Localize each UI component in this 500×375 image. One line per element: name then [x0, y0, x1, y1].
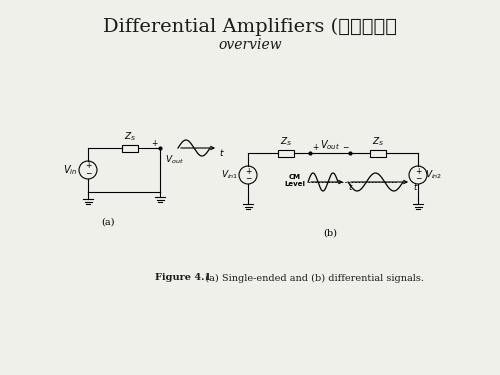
Text: −: − [85, 170, 91, 178]
Text: $V_{in}$: $V_{in}$ [63, 163, 77, 177]
Text: +: + [85, 162, 91, 171]
Text: Figure 4.1: Figure 4.1 [155, 273, 211, 282]
Text: −: − [415, 174, 421, 183]
Text: $Z_S$: $Z_S$ [124, 131, 136, 143]
Text: $V_{in1}$: $V_{in1}$ [222, 169, 238, 181]
Text: Differential Amplifiers (差分运放）: Differential Amplifiers (差分运放） [103, 18, 397, 36]
Text: (a) Single-ended and (b) differential signals.: (a) Single-ended and (b) differential si… [199, 273, 424, 283]
Text: −: − [245, 174, 251, 183]
Circle shape [409, 166, 427, 184]
Text: $t$: $t$ [219, 147, 225, 158]
Bar [370, 150, 386, 156]
Text: CM: CM [289, 174, 301, 180]
Text: (b): (b) [323, 228, 337, 237]
Text: $Z_S$: $Z_S$ [372, 136, 384, 148]
Text: $V_{in2}$: $V_{in2}$ [426, 169, 442, 181]
Text: $V_{out}$: $V_{out}$ [165, 153, 184, 165]
Circle shape [239, 166, 257, 184]
Text: (a): (a) [101, 217, 115, 226]
Text: $Z_S$: $Z_S$ [280, 136, 292, 148]
Text: −: − [342, 144, 348, 153]
Bar [122, 144, 138, 152]
Text: overview: overview [218, 38, 282, 52]
Text: +: + [245, 166, 251, 176]
Text: +: + [151, 138, 157, 147]
Text: +: + [312, 144, 318, 153]
Text: +: + [415, 166, 421, 176]
Bar [278, 150, 294, 156]
Text: $t$: $t$ [348, 180, 354, 192]
Text: $V_{out}$: $V_{out}$ [320, 138, 340, 152]
Text: Level: Level [284, 181, 306, 187]
Circle shape [79, 161, 97, 179]
Text: $t$: $t$ [413, 180, 418, 192]
